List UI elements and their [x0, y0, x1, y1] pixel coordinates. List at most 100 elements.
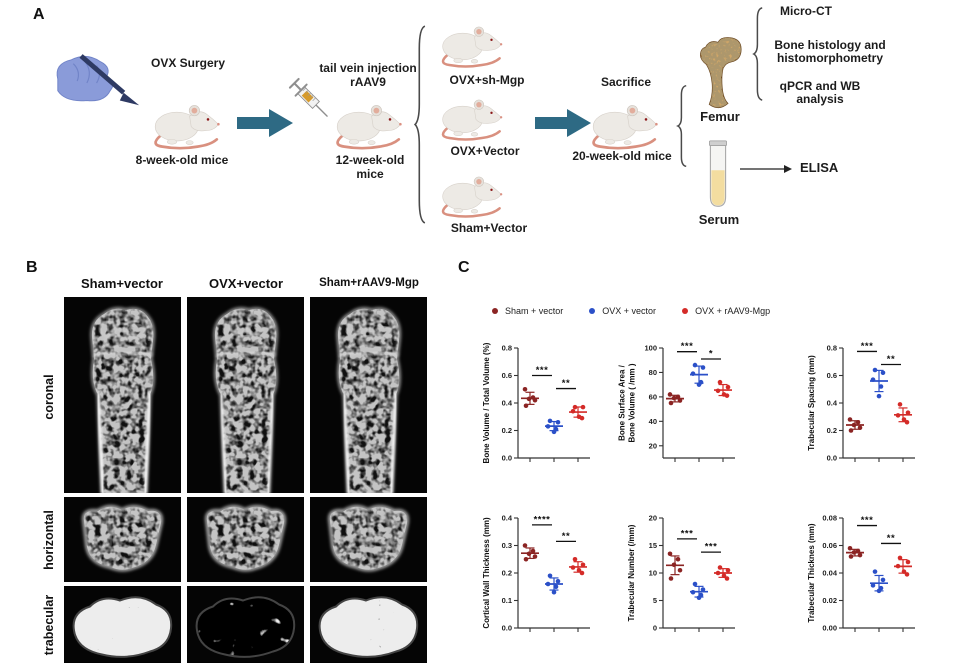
svg-text:**: **	[887, 533, 895, 544]
legend-label: OVX + vector	[602, 306, 657, 316]
mouse-icon	[153, 104, 222, 150]
ct-image-coronal-col1	[64, 297, 181, 495]
analysis-qpcr-line1: qPCR and WB	[779, 79, 861, 93]
svg-text:0.1: 0.1	[502, 596, 512, 605]
svg-text:0.0: 0.0	[827, 454, 837, 463]
ct-image-horizontal-col1	[64, 497, 181, 582]
legend-label: OVX + rAAV9-Mgp	[695, 306, 771, 316]
svg-text:0.4: 0.4	[827, 399, 838, 408]
chart-legend: Sham + vector OVX + vector OVX + rAAV9-M…	[492, 306, 770, 316]
svg-text:0.0: 0.0	[502, 624, 512, 633]
svg-text:80: 80	[649, 368, 657, 377]
mouse-icon	[335, 104, 404, 150]
brace-groups-icon	[413, 22, 427, 227]
femur-icon	[700, 37, 742, 109]
svg-text:***: ***	[705, 542, 718, 553]
analysis-histology-line1: Bone histology and	[774, 38, 886, 52]
svg-text:0.3: 0.3	[502, 541, 512, 550]
legend-dot-icon	[682, 308, 689, 314]
legend-item-sham-vector: Sham + vector	[492, 306, 563, 316]
svg-text:60: 60	[649, 392, 657, 401]
hand-scalpel-icon	[56, 54, 140, 106]
mice12-label-line2: mice	[356, 167, 384, 181]
svg-text:***: ***	[861, 515, 874, 526]
mouse-icon	[441, 175, 504, 218]
scatter-plot-3: Trabecular Spacing (mm) 0.0 0.2 0.4 0.6 0.8 **…	[799, 338, 929, 474]
arrow-right-icon	[535, 109, 591, 137]
svg-text:20: 20	[649, 441, 657, 450]
serum-tube-icon	[709, 140, 727, 207]
plot-canvas: 0.00.20.40.60.8*****	[502, 344, 590, 463]
group3-label: Sham+Vector	[450, 221, 528, 235]
femur-label: Femur	[700, 109, 740, 124]
b-col-header-sham-vector: Sham+vector	[80, 276, 163, 291]
plot-canvas: 0 5 10 15 20 *** ***	[649, 514, 735, 633]
svg-text:0.02: 0.02	[822, 596, 837, 605]
svg-text:0.8: 0.8	[502, 344, 512, 353]
svg-text:20: 20	[649, 514, 657, 523]
brace-samples-icon	[676, 84, 688, 168]
svg-text:10: 10	[649, 569, 657, 578]
mouse-icon	[441, 98, 504, 141]
group1-label: OVX+sh-Mgp	[449, 73, 525, 87]
legend-label: Sham + vector	[505, 306, 564, 316]
ct-image-coronal-col2	[187, 297, 304, 495]
mouse-icon	[441, 25, 504, 68]
ct-image-horizontal-col3	[310, 497, 427, 582]
svg-text:0.08: 0.08	[822, 514, 837, 523]
legend-dot-icon	[589, 308, 596, 314]
svg-text:***: ***	[861, 341, 874, 352]
injection-label-line1: tail vein injection	[319, 61, 417, 75]
scatter-plot-5: Trabecular Number (/mm) 0 5 10 15 20 *** ***	[619, 508, 749, 644]
svg-text:0.2: 0.2	[502, 426, 512, 435]
svg-text:**: **	[562, 531, 570, 542]
svg-text:0.0: 0.0	[502, 454, 512, 463]
mice20-label: 20-week-old mice	[572, 149, 672, 163]
plot-canvas: 0.00.10.20.30.4 ******	[502, 514, 590, 633]
elisa-label: ELISA	[800, 160, 839, 175]
plot-canvas: 0.000.020.040.060.08 *****	[822, 514, 915, 633]
svg-text:***: ***	[681, 528, 694, 539]
scatter-plot-4: Cortical Wall Thickness (mm) 0.0 0.1 0.2 0.3…	[474, 508, 604, 644]
injection-label-line2: rAAV9	[350, 75, 386, 89]
svg-text:0.2: 0.2	[827, 426, 837, 435]
scatter-plot-1: Bone Volume / Total Volume (%) 0.0 0.2 0.4 0…	[474, 338, 604, 474]
svg-text:**: **	[562, 378, 570, 389]
mouse-icon	[591, 104, 660, 150]
arrow-to-elisa-icon	[740, 165, 792, 173]
svg-text:0.6: 0.6	[827, 371, 837, 380]
svg-text:****: ****	[534, 514, 551, 525]
plot-canvas: 0.00.20.40.60.8*****	[827, 341, 915, 463]
panel-a-label: A	[33, 6, 45, 23]
panel-b-label: B	[26, 259, 38, 276]
legend-item-ovx-raav9-mgp: OVX + rAAV9-Mgp	[682, 306, 770, 316]
ct-image-trabecular-col3	[310, 586, 427, 663]
svg-text:0.4: 0.4	[502, 514, 513, 523]
legend-dot-icon	[492, 308, 498, 314]
svg-text:0.8: 0.8	[827, 344, 837, 353]
brace-analyses-icon	[752, 6, 764, 102]
b-col-header-ovx-vector: OVX+vector	[208, 276, 284, 291]
svg-text:5: 5	[653, 596, 657, 605]
serum-label: Serum	[698, 212, 740, 227]
ct-image-trabecular-col2	[187, 586, 304, 663]
mice12-label-line1: 12-week-old	[335, 153, 405, 167]
group2-label: OVX+Vector	[450, 144, 520, 158]
analysis-qpcr-line2: analysis	[796, 92, 844, 106]
analysis-histology-line2: histomorphometry	[776, 51, 883, 65]
svg-text:***: ***	[681, 341, 694, 352]
svg-text:*: *	[709, 349, 713, 360]
svg-text:15: 15	[649, 541, 657, 550]
ct-image-coronal-col3	[310, 297, 427, 495]
svg-text:0.04: 0.04	[822, 569, 837, 578]
syringe-icon	[288, 77, 328, 117]
mice8-label: 8-week-old mice	[135, 153, 229, 167]
svg-text:0.4: 0.4	[502, 399, 513, 408]
svg-text:**: **	[887, 354, 895, 365]
svg-text:***: ***	[536, 365, 549, 376]
analysis-microct-label: Micro-CT	[780, 4, 832, 18]
scatter-plot-2: Bone Surface Area / Bone Volume ( /mm ) 20…	[617, 338, 749, 474]
scatter-plot-6: Trabecular Thicknes (mm) 0.00 0.02 0.04 0.06…	[799, 508, 929, 644]
